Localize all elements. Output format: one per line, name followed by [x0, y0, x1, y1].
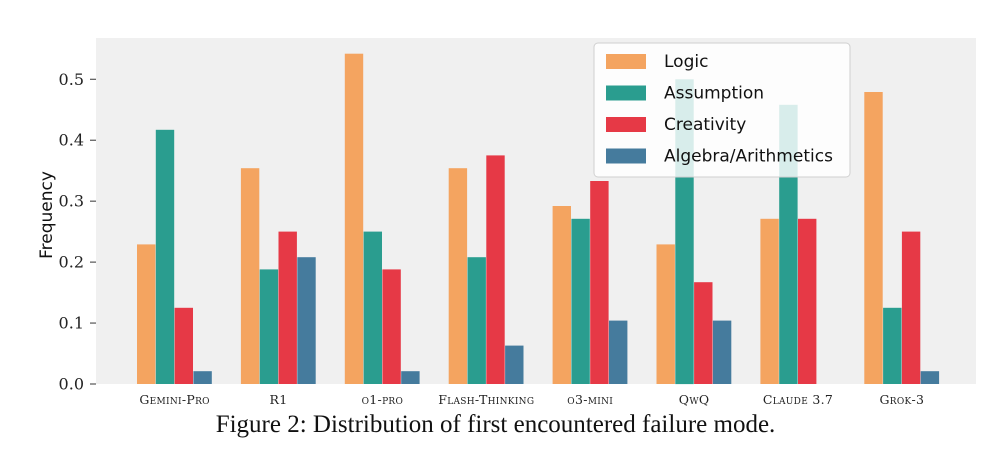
- y-tick-label: 0.0: [59, 375, 84, 394]
- bar-creativity-r1: [278, 231, 297, 384]
- x-tick-label-gemini-pro: Gemini-Pro: [139, 392, 210, 407]
- legend: Logic Assumption Creativity Algebra/Arithme…: [593, 42, 851, 178]
- bar-creativity-flash-thinking: [486, 155, 505, 384]
- bar-logic-gemini-pro: [137, 244, 156, 384]
- bar-algebra-arithmetics-flash-thinking: [505, 345, 524, 384]
- bar-creativity-o3-mini: [590, 181, 609, 384]
- bar-algebra-arithmetics-r1: [297, 257, 316, 384]
- y-tick-label: 0.2: [59, 253, 84, 272]
- bar-assumption-o3-mini: [571, 218, 590, 384]
- bar-logic-qwq: [656, 244, 675, 384]
- bar-algebra-arithmetics-o3-mini: [609, 320, 628, 384]
- legend-label-algebra-arithmetics: Algebra/Arithmetics: [664, 147, 833, 167]
- legend-swatch-algebra-arithmetics: [606, 148, 646, 164]
- bar-assumption-flash-thinking: [467, 257, 486, 384]
- bar-algebra-arithmetics-qwq: [712, 320, 732, 384]
- bar-assumption-grok-3: [883, 307, 902, 384]
- bar-creativity-o1-pro: [382, 269, 401, 384]
- y-tick-label: 0.1: [59, 314, 84, 333]
- y-tick-label: 0.3: [59, 192, 84, 211]
- bar-algebra-arithmetics-grok-3: [920, 371, 940, 384]
- legend-swatch-assumption: [606, 85, 646, 101]
- x-tick-label-grok-3: Grok-3: [879, 392, 924, 407]
- bar-logic-flash-thinking: [448, 168, 468, 384]
- y-tick-label: 0.5: [59, 70, 84, 89]
- legend-label-assumption: Assumption: [664, 84, 764, 104]
- bar-logic-r1: [240, 168, 260, 384]
- x-tick-label-claude-3-7: Claude 3.7: [763, 392, 833, 407]
- bar-logic-grok-3: [864, 92, 883, 384]
- bar-creativity-qwq: [694, 282, 713, 384]
- bar-algebra-arithmetics-o1-pro: [401, 371, 420, 384]
- x-tick-label-o1-pro: o1-pro: [362, 392, 404, 407]
- bar-assumption-o1-pro: [363, 231, 382, 384]
- figure-caption: Figure 2: Distribution of first encounte…: [215, 411, 776, 438]
- bar-creativity-grok-3: [901, 231, 921, 384]
- y-axis: 0.0 0.1 0.2 0.3 0.4 0.5: [59, 70, 96, 394]
- legend-box: [593, 42, 851, 178]
- legend-swatch-logic: [606, 54, 646, 69]
- x-tick-label-o3-mini: o3-mini: [567, 392, 613, 407]
- y-axis-label: Frequency: [37, 171, 57, 259]
- bars-layer: [137, 53, 940, 385]
- bar-assumption-gemini-pro: [155, 129, 175, 384]
- x-axis: Gemini-Pro R1 o1-pro Flash-Thinking o3-mini Q…: [139, 392, 924, 407]
- bar-chart: 0.0 0.1 0.2 0.3 0.4 0.5 Gemini-Pro R1 o1-pro Fla…: [37, 38, 976, 407]
- bar-creativity-gemini-pro: [174, 307, 193, 384]
- legend-swatch-creativity: [606, 117, 646, 132]
- x-tick-label-qwq: QwQ: [679, 392, 710, 407]
- bar-logic-o3-mini: [552, 206, 571, 384]
- x-tick-label-r1: R1: [270, 392, 288, 407]
- bar-assumption-r1: [259, 269, 279, 384]
- legend-label-creativity: Creativity: [664, 115, 746, 135]
- x-tick-label-flash-thinking: Flash-Thinking: [438, 392, 534, 407]
- bar-logic-o1-pro: [344, 53, 364, 384]
- y-tick-label: 0.4: [59, 131, 84, 150]
- legend-label-logic: Logic: [664, 52, 708, 72]
- bar-logic-claude-3-7: [760, 218, 779, 384]
- bar-algebra-arithmetics-gemini-pro: [193, 371, 212, 384]
- bar-creativity-claude-3-7: [798, 218, 817, 384]
